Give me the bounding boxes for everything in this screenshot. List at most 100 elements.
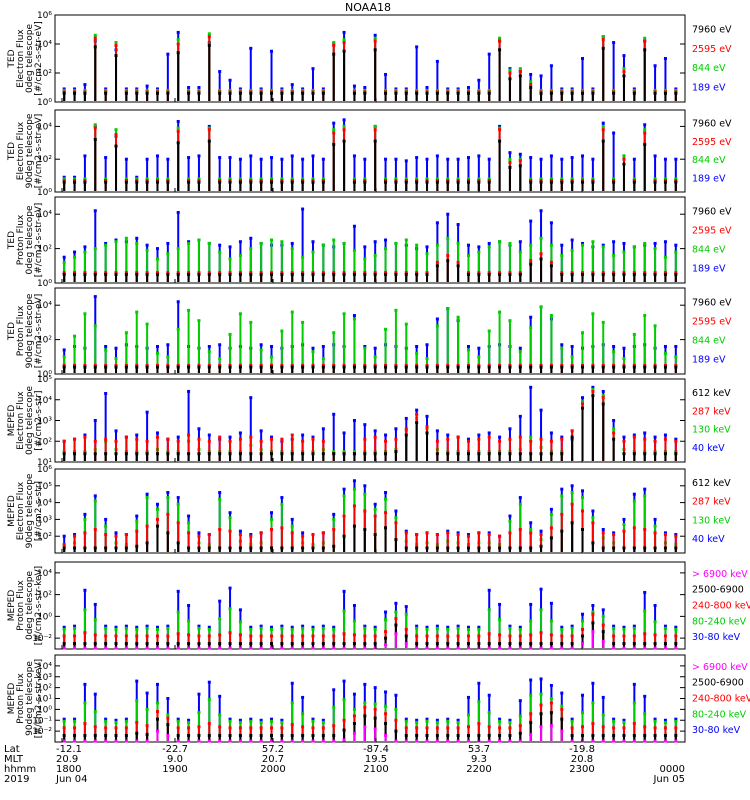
- data-point: [570, 726, 574, 730]
- data-point: [363, 714, 367, 718]
- data-point: [135, 180, 139, 184]
- data-point: [311, 91, 315, 95]
- data-point: [435, 180, 439, 184]
- data-point: [663, 365, 667, 369]
- data-point: [456, 718, 460, 722]
- data-point: [373, 39, 377, 43]
- data-point: [487, 431, 491, 435]
- legend-entry: 240-800 keV: [692, 694, 750, 705]
- data-point: [529, 527, 533, 531]
- data-point: [498, 48, 502, 52]
- data-point: [498, 310, 502, 314]
- footer-value: 1900: [162, 764, 187, 775]
- data-point: [653, 546, 657, 550]
- data-point: [301, 207, 305, 211]
- data-point: [622, 162, 626, 166]
- data-point: [373, 271, 377, 275]
- data-point: [394, 427, 398, 431]
- data-point: [311, 180, 315, 184]
- data-point: [643, 739, 647, 743]
- data-point: [508, 739, 512, 743]
- data-point: [653, 717, 657, 721]
- series-4: [62, 365, 678, 373]
- data-point: [104, 437, 108, 441]
- data-point: [135, 365, 139, 369]
- data-point: [415, 533, 419, 537]
- data-point: [290, 723, 294, 727]
- data-point: [311, 642, 315, 646]
- series-4: [62, 43, 678, 101]
- series-1: [62, 295, 678, 373]
- data-point: [166, 496, 170, 500]
- data-point: [425, 739, 429, 743]
- legend-entry: 2595 eV: [692, 137, 732, 148]
- footer-value: 20.7: [262, 754, 284, 765]
- y-tick-label: 10⁴: [37, 301, 52, 311]
- data-point: [301, 624, 305, 628]
- data-point: [290, 83, 294, 87]
- data-point: [145, 84, 149, 88]
- data-point: [280, 363, 284, 367]
- data-point: [135, 310, 139, 314]
- data-point: [581, 180, 585, 184]
- data-point: [663, 720, 667, 724]
- data-point: [218, 599, 222, 603]
- data-point: [311, 634, 315, 638]
- data-point: [83, 177, 87, 181]
- data-point: [394, 538, 398, 542]
- data-point: [394, 739, 398, 743]
- data-point: [539, 703, 543, 707]
- y-axis-label: 90deg telescope: [25, 293, 35, 368]
- data-point: [425, 245, 429, 249]
- data-point: [249, 534, 253, 538]
- data-point: [321, 739, 325, 743]
- data-point: [124, 726, 128, 730]
- data-point: [166, 180, 170, 184]
- data-point: [373, 365, 377, 369]
- series-2: [62, 607, 678, 648]
- data-point: [612, 642, 616, 646]
- legend-entry: 30-80 keV: [692, 632, 741, 643]
- data-point: [342, 698, 346, 702]
- data-point: [394, 521, 398, 525]
- series-1: [62, 677, 678, 741]
- data-point: [384, 526, 388, 530]
- data-point: [539, 725, 543, 729]
- data-point: [539, 631, 543, 635]
- data-point: [311, 365, 315, 369]
- data-point: [228, 739, 232, 743]
- data-point: [612, 634, 616, 638]
- data-point: [238, 431, 242, 435]
- data-point: [425, 180, 429, 184]
- data-point: [166, 716, 170, 720]
- data-point: [311, 179, 315, 183]
- data-point: [477, 177, 481, 181]
- data-point: [280, 177, 284, 181]
- data-point: [352, 642, 356, 646]
- data-point: [218, 365, 222, 369]
- data-point: [207, 733, 211, 737]
- data-point: [301, 739, 305, 743]
- data-point: [311, 437, 315, 441]
- data-point: [176, 541, 180, 545]
- data-point: [539, 712, 543, 716]
- data-point: [83, 722, 87, 726]
- data-point: [632, 179, 636, 183]
- data-point: [591, 612, 595, 616]
- data-point: [373, 702, 377, 706]
- data-point: [114, 531, 118, 535]
- data-point: [518, 164, 522, 168]
- data-point: [581, 365, 585, 369]
- data-point: [446, 529, 450, 533]
- data-point: [601, 320, 605, 324]
- data-point: [62, 642, 66, 646]
- data-point: [145, 496, 149, 500]
- data-point: [601, 394, 605, 398]
- data-point: [207, 363, 211, 367]
- data-point: [145, 492, 149, 496]
- data-point: [176, 271, 180, 275]
- data-point: [394, 241, 398, 245]
- data-point: [591, 739, 595, 743]
- data-point: [155, 257, 159, 261]
- data-point: [549, 221, 553, 225]
